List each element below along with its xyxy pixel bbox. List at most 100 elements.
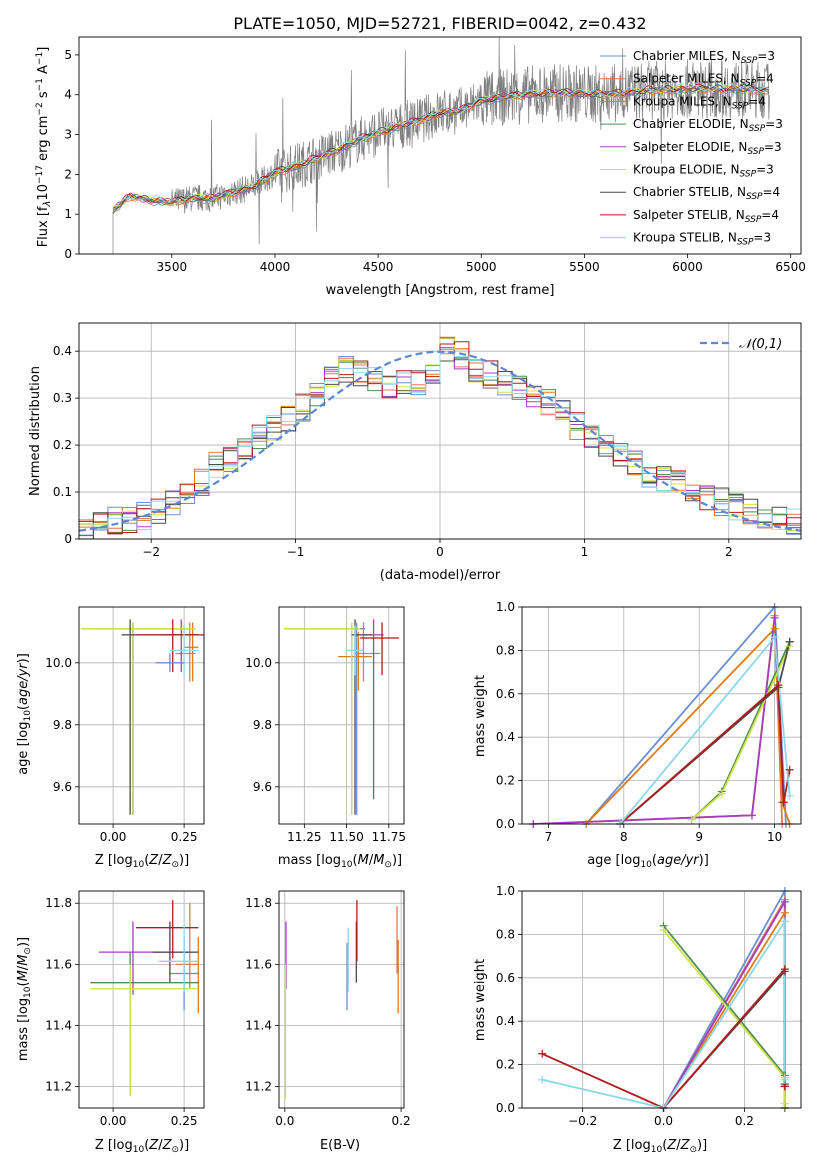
y-tick-label: 0.6 — [496, 687, 515, 701]
x-tick-label: −0.2 — [568, 1114, 597, 1128]
age_vs_mass-axes: 11.25 11.50 11.75 9.6 9.8 10.0 — [245, 606, 406, 844]
mass_vs_ebv-content — [284, 900, 399, 1099]
spectrum-ylabel: Flux [fλ10−17 erg cm−2 s−1 A−1] — [35, 47, 53, 248]
x-tick-label: −2 — [142, 545, 160, 559]
weight_vs_age-axes: 7 8 9 10 0.0 0.2 0.4 0.6 0.8 1.0 — [496, 600, 802, 844]
spectrum-axes: 3500 4000 4500 5000 5500 6000 6500 0 1 2 3 4 5 — [64, 36, 806, 274]
residual-histogram — [79, 351, 801, 531]
wAge-xlabel: age [log10(age/yr)] — [587, 853, 709, 870]
x-tick-label: 3500 — [157, 260, 188, 274]
legend-label: Salpeter MILES, NSSP=4 — [633, 72, 774, 89]
wZ-xlabel: Z [log10(Z/Z⊙)] — [613, 1138, 707, 1155]
y-tick-label: 0 — [64, 532, 72, 546]
spectrum-title: PLATE=1050, MJD=52721, FIBERID=0042, z=0… — [233, 14, 646, 33]
x-tick-label: 0.2 — [392, 1114, 411, 1128]
weight-marker — [780, 1099, 789, 1108]
y-tick-label: 0.8 — [496, 643, 515, 657]
weight-line — [533, 617, 785, 824]
y-tick-label: 0.8 — [496, 927, 515, 941]
weight-line — [619, 683, 791, 824]
weight-marker — [659, 926, 668, 935]
mass_vs_Z-content — [90, 900, 199, 1096]
spectrum-content — [112, 37, 771, 254]
residuals-axes: −2 −1 0 1 2 0 0.1 0.2 0.3 0.4 — [53, 322, 802, 559]
x-tick-label: 0.25 — [171, 1114, 198, 1128]
model-line — [112, 83, 770, 210]
ageZ-ylabel: age [log10(age/yr)] — [16, 653, 33, 775]
y-tick-label: 11.4 — [45, 1018, 72, 1032]
axes-frame — [521, 890, 802, 1109]
x-tick-label: 0.0 — [654, 1114, 673, 1128]
spectrum-xlabel: wavelength [Angstrom, rest frame] — [326, 283, 555, 298]
legend-label: Kroupa ELODIE, NSSP=3 — [633, 163, 774, 180]
y-tick-label: 1 — [64, 207, 72, 221]
x-tick-label: 5000 — [466, 260, 497, 274]
weight-marker — [538, 1049, 547, 1058]
weight-line — [619, 641, 791, 824]
y-tick-label: 0.3 — [53, 391, 72, 405]
axes-frame — [278, 890, 405, 1109]
legend-label: Salpeter STELIB, NSSP=4 — [633, 208, 779, 225]
x-tick-label: 0.00 — [100, 1114, 127, 1128]
x-tick-label: 0.2 — [735, 1114, 754, 1128]
y-tick-label: 4 — [64, 88, 72, 102]
legend-label: 𝒩(0,1) — [739, 337, 782, 352]
spectrum-legend: Chabrier MILES, NSSP=3 Salpeter MILES, NS… — [600, 49, 783, 248]
x-tick-label: 1 — [581, 545, 589, 559]
x-tick-label: 7 — [545, 830, 553, 844]
y-tick-label: 0.4 — [496, 1014, 515, 1028]
weight-marker — [780, 1075, 789, 1084]
y-tick-label: 10.0 — [45, 656, 72, 670]
residuals-content — [79, 336, 801, 539]
weight-marker — [780, 897, 789, 906]
y-tick-label: 2 — [64, 167, 72, 181]
wAge-ylabel: mass weight — [473, 675, 488, 757]
y-tick-label: 11.2 — [245, 1080, 272, 1094]
observed-spectrum — [112, 37, 771, 254]
legend-label: Chabrier ELODIE, NSSP=3 — [633, 117, 783, 134]
x-tick-label: 11.25 — [287, 830, 321, 844]
axes-frame — [521, 606, 802, 825]
mass_vs_Z-axes: 0.00 0.25 11.2 11.4 11.6 11.8 — [45, 890, 205, 1128]
y-tick-label: 9.8 — [253, 718, 272, 732]
x-tick-label: 11.75 — [372, 830, 406, 844]
x-tick-label: 6500 — [775, 260, 806, 274]
axes-frame — [78, 36, 802, 255]
x-tick-label: 9 — [695, 830, 703, 844]
weight-marker — [780, 917, 789, 926]
weight-marker — [785, 765, 794, 774]
weight-marker — [538, 1075, 547, 1084]
y-tick-label: 9.8 — [53, 718, 72, 732]
legend-label: Kroupa MILES, NSSP=4 — [633, 94, 766, 111]
y-tick-label: 11.8 — [245, 896, 272, 910]
weight-marker — [747, 811, 756, 820]
wZ-ylabel: mass weight — [473, 959, 488, 1041]
y-tick-label: 1.0 — [496, 600, 515, 614]
y-tick-label: 11.8 — [45, 896, 72, 910]
weight-marker — [770, 624, 779, 633]
weight-marker — [785, 637, 794, 646]
legend-label: Chabrier MILES, NSSP=3 — [633, 49, 775, 66]
weight-marker — [785, 791, 794, 800]
legend-label: Kroupa STELIB, NSSP=3 — [633, 231, 771, 248]
age_vs_mass-content — [284, 619, 399, 815]
x-tick-label: 4000 — [260, 260, 291, 274]
y-tick-label: 3 — [64, 128, 72, 142]
legend-label: Chabrier STELIB, NSSP=4 — [633, 185, 780, 202]
y-tick-label: 1.0 — [496, 884, 515, 898]
y-tick-label: 11.4 — [245, 1018, 272, 1032]
weight-line — [533, 615, 783, 824]
x-tick-label: 0.00 — [100, 830, 127, 844]
y-tick-label: 9.6 — [53, 780, 72, 794]
x-tick-label: 0.0 — [275, 1114, 294, 1128]
y-tick-label: 11.6 — [245, 957, 272, 971]
y-tick-label: 11.2 — [45, 1080, 72, 1094]
weight-marker — [780, 965, 789, 974]
age_vs_Z-axes: 0.00 0.25 9.6 9.8 10.0 — [45, 606, 205, 844]
legend-label: Salpeter ELODIE, NSSP=3 — [633, 140, 782, 157]
weight-marker — [779, 798, 788, 807]
weight-marker — [780, 908, 789, 917]
weight-marker — [717, 789, 726, 798]
x-tick-label: 0 — [436, 545, 444, 559]
